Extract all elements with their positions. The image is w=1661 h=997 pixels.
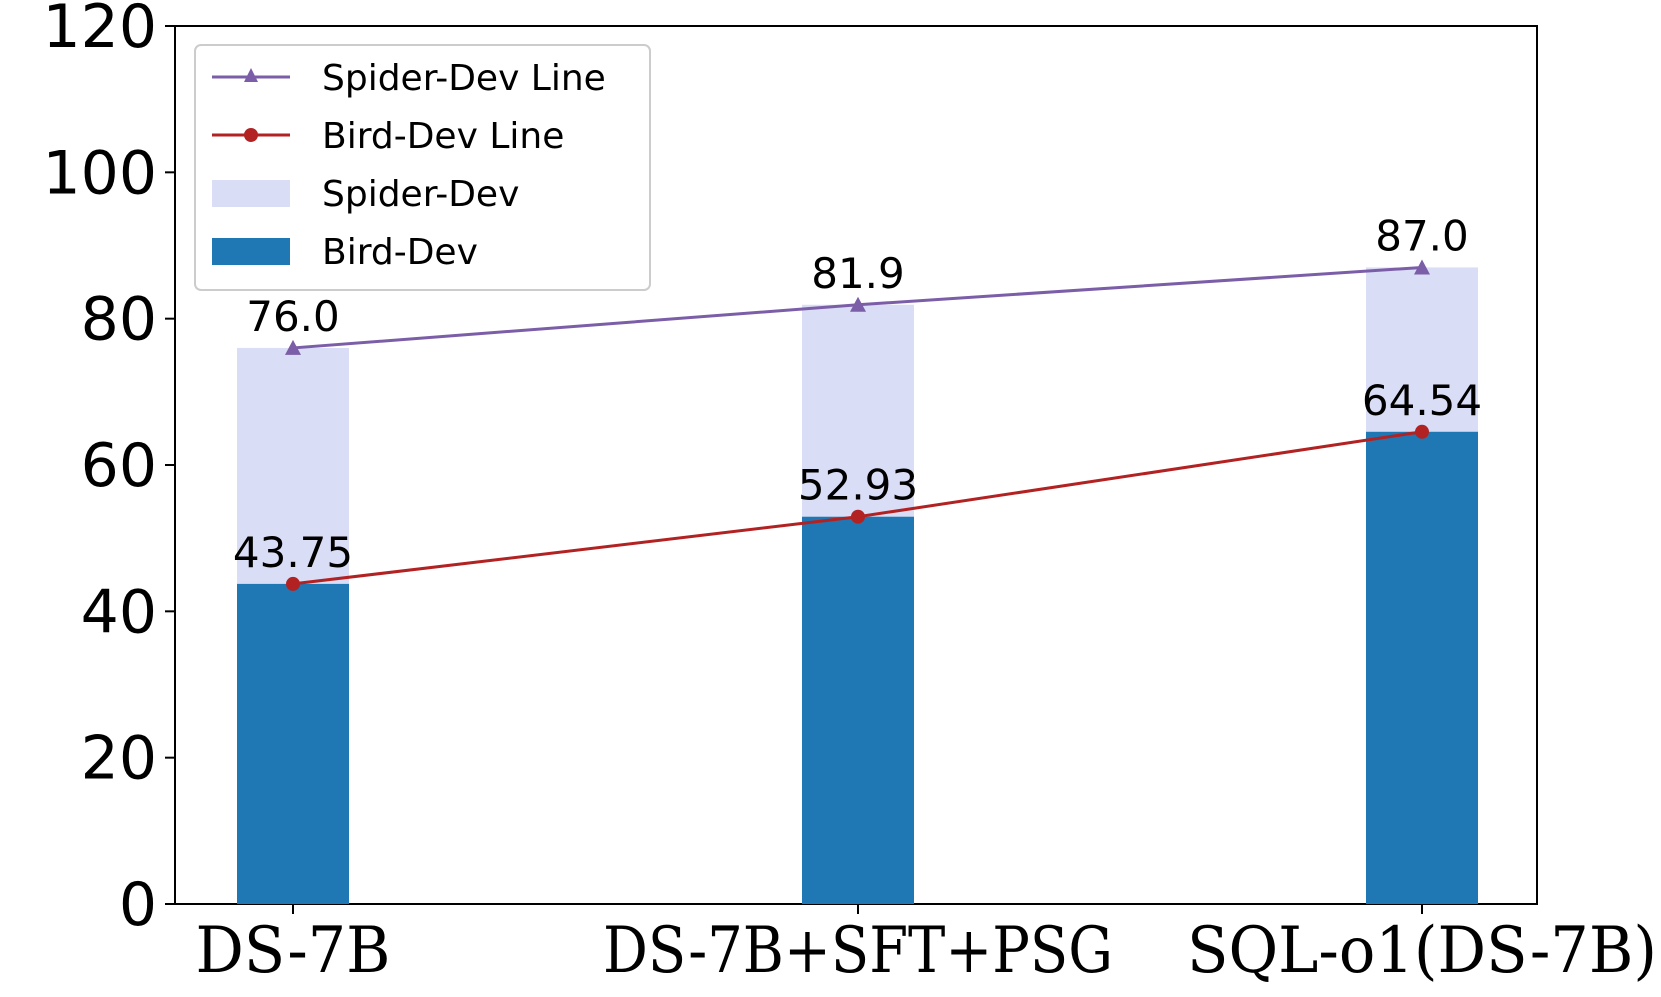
legend-triangle-marker-icon (244, 68, 258, 82)
spider-dev-point-1 (850, 296, 866, 312)
bird-dev-value-label-0: 43.75 (233, 528, 353, 577)
spider-dev-point-2 (1414, 259, 1430, 275)
x-tick-label-2: SQL-o1(DS-7B) (1187, 914, 1657, 988)
bar-bird-dev-1 (802, 516, 914, 904)
legend-label-bird-bar: Bird-Dev (322, 232, 478, 273)
y-tick-label-6: 120 (42, 0, 157, 62)
legend-label-spider-bar: Spider-Dev (322, 174, 519, 215)
y-tick-label-3: 60 (81, 431, 157, 501)
data-labels: 76.0 81.9 87.0 43.75 52.93 64.54 (233, 211, 1482, 576)
x-tick-label-1: DS-7B+SFT+PSG (603, 914, 1113, 988)
bars-group (237, 267, 1478, 904)
legend-spider-bar-swatch (212, 180, 290, 207)
y-tick-label-4: 80 (81, 285, 157, 355)
bird-dev-point-2 (1415, 424, 1429, 439)
y-tick-label-2: 40 (81, 577, 157, 647)
legend-circle-marker-icon (244, 128, 258, 142)
bird-dev-point-1 (851, 509, 865, 524)
bird-dev-point-0 (286, 576, 300, 591)
lines-group (285, 259, 1430, 591)
legend-label-spider-line: Spider-Dev Line (322, 58, 606, 99)
legend-box (194, 44, 651, 291)
y-axis: 0 20 40 60 80 100 120 (42, 0, 175, 940)
legend-bird-bar-swatch (212, 238, 290, 265)
spider-dev-value-label-0: 76.0 (246, 292, 340, 341)
spider-dev-value-label-1: 81.9 (811, 249, 905, 298)
bird-dev-value-label-1: 52.93 (798, 461, 918, 510)
bird-dev-value-label-2: 64.54 (1362, 376, 1482, 425)
x-axis: DS-7B DS-7B+SFT+PSG SQL-o1(DS-7B) (196, 904, 1657, 988)
spider-dev-value-label-2: 87.0 (1375, 211, 1469, 260)
x-tick-label-0: DS-7B (196, 914, 391, 988)
legend-label-bird-line: Bird-Dev Line (322, 116, 564, 157)
bar-bird-dev-2 (1366, 431, 1478, 904)
y-tick-label-0: 0 (119, 870, 157, 940)
y-tick-label-5: 100 (42, 138, 157, 208)
spider-dev-point-0 (285, 339, 301, 355)
bar-bird-dev-0 (237, 583, 349, 904)
y-tick-label-1: 20 (81, 724, 157, 794)
legend: Spider-Dev Line Bird-Dev Line Spider-Dev… (194, 44, 651, 291)
